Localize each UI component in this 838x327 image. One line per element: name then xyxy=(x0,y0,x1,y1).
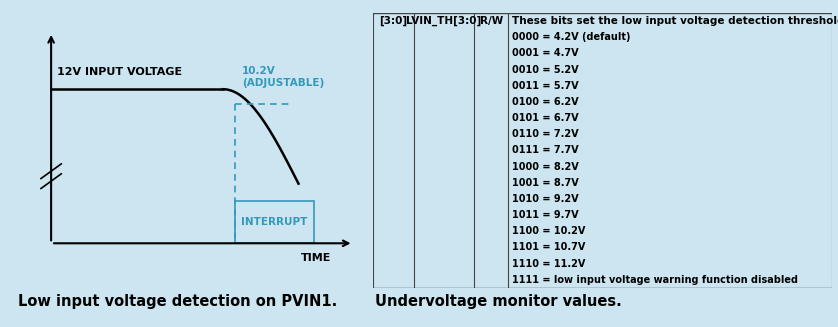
Text: 0100 = 6.2V: 0100 = 6.2V xyxy=(512,97,579,107)
Text: 0000 = 4.2V (default): 0000 = 4.2V (default) xyxy=(512,32,630,42)
Text: TIME: TIME xyxy=(301,253,331,263)
Text: 1001 = 8.7V: 1001 = 8.7V xyxy=(512,178,579,188)
Text: 0111 = 7.7V: 0111 = 7.7V xyxy=(512,146,579,155)
Text: 1101 = 10.7V: 1101 = 10.7V xyxy=(512,242,586,252)
Text: 1000 = 8.2V: 1000 = 8.2V xyxy=(512,162,579,172)
Text: Undervoltage monitor values.: Undervoltage monitor values. xyxy=(375,294,622,309)
Text: [3:0]: [3:0] xyxy=(380,16,407,26)
Text: 12V INPUT VOLTAGE: 12V INPUT VOLTAGE xyxy=(57,67,183,77)
Text: 0001 = 4.7V: 0001 = 4.7V xyxy=(512,48,579,59)
Text: LVIN_TH[3:0]: LVIN_TH[3:0] xyxy=(406,16,482,26)
Text: 0110 = 7.2V: 0110 = 7.2V xyxy=(512,129,579,139)
Text: 1110 = 11.2V: 1110 = 11.2V xyxy=(512,259,586,268)
Text: R/W: R/W xyxy=(479,16,503,26)
Text: 0010 = 5.2V: 0010 = 5.2V xyxy=(512,65,579,75)
Text: 1010 = 9.2V: 1010 = 9.2V xyxy=(512,194,579,204)
Text: These bits set the low input voltage detection threshold.: These bits set the low input voltage det… xyxy=(512,16,838,26)
Text: Low input voltage detection on PVIN1.: Low input voltage detection on PVIN1. xyxy=(18,294,338,309)
Bar xyxy=(235,201,314,243)
Text: 10.2V
(ADJUSTABLE): 10.2V (ADJUSTABLE) xyxy=(242,66,324,88)
Text: INTERRUPT: INTERRUPT xyxy=(241,217,308,227)
Text: 0011 = 5.7V: 0011 = 5.7V xyxy=(512,81,579,91)
Text: 1100 = 10.2V: 1100 = 10.2V xyxy=(512,226,586,236)
Text: 1111 = low input voltage warning function disabled: 1111 = low input voltage warning functio… xyxy=(512,275,798,285)
Text: 1011 = 9.7V: 1011 = 9.7V xyxy=(512,210,579,220)
Text: 0101 = 6.7V: 0101 = 6.7V xyxy=(512,113,579,123)
